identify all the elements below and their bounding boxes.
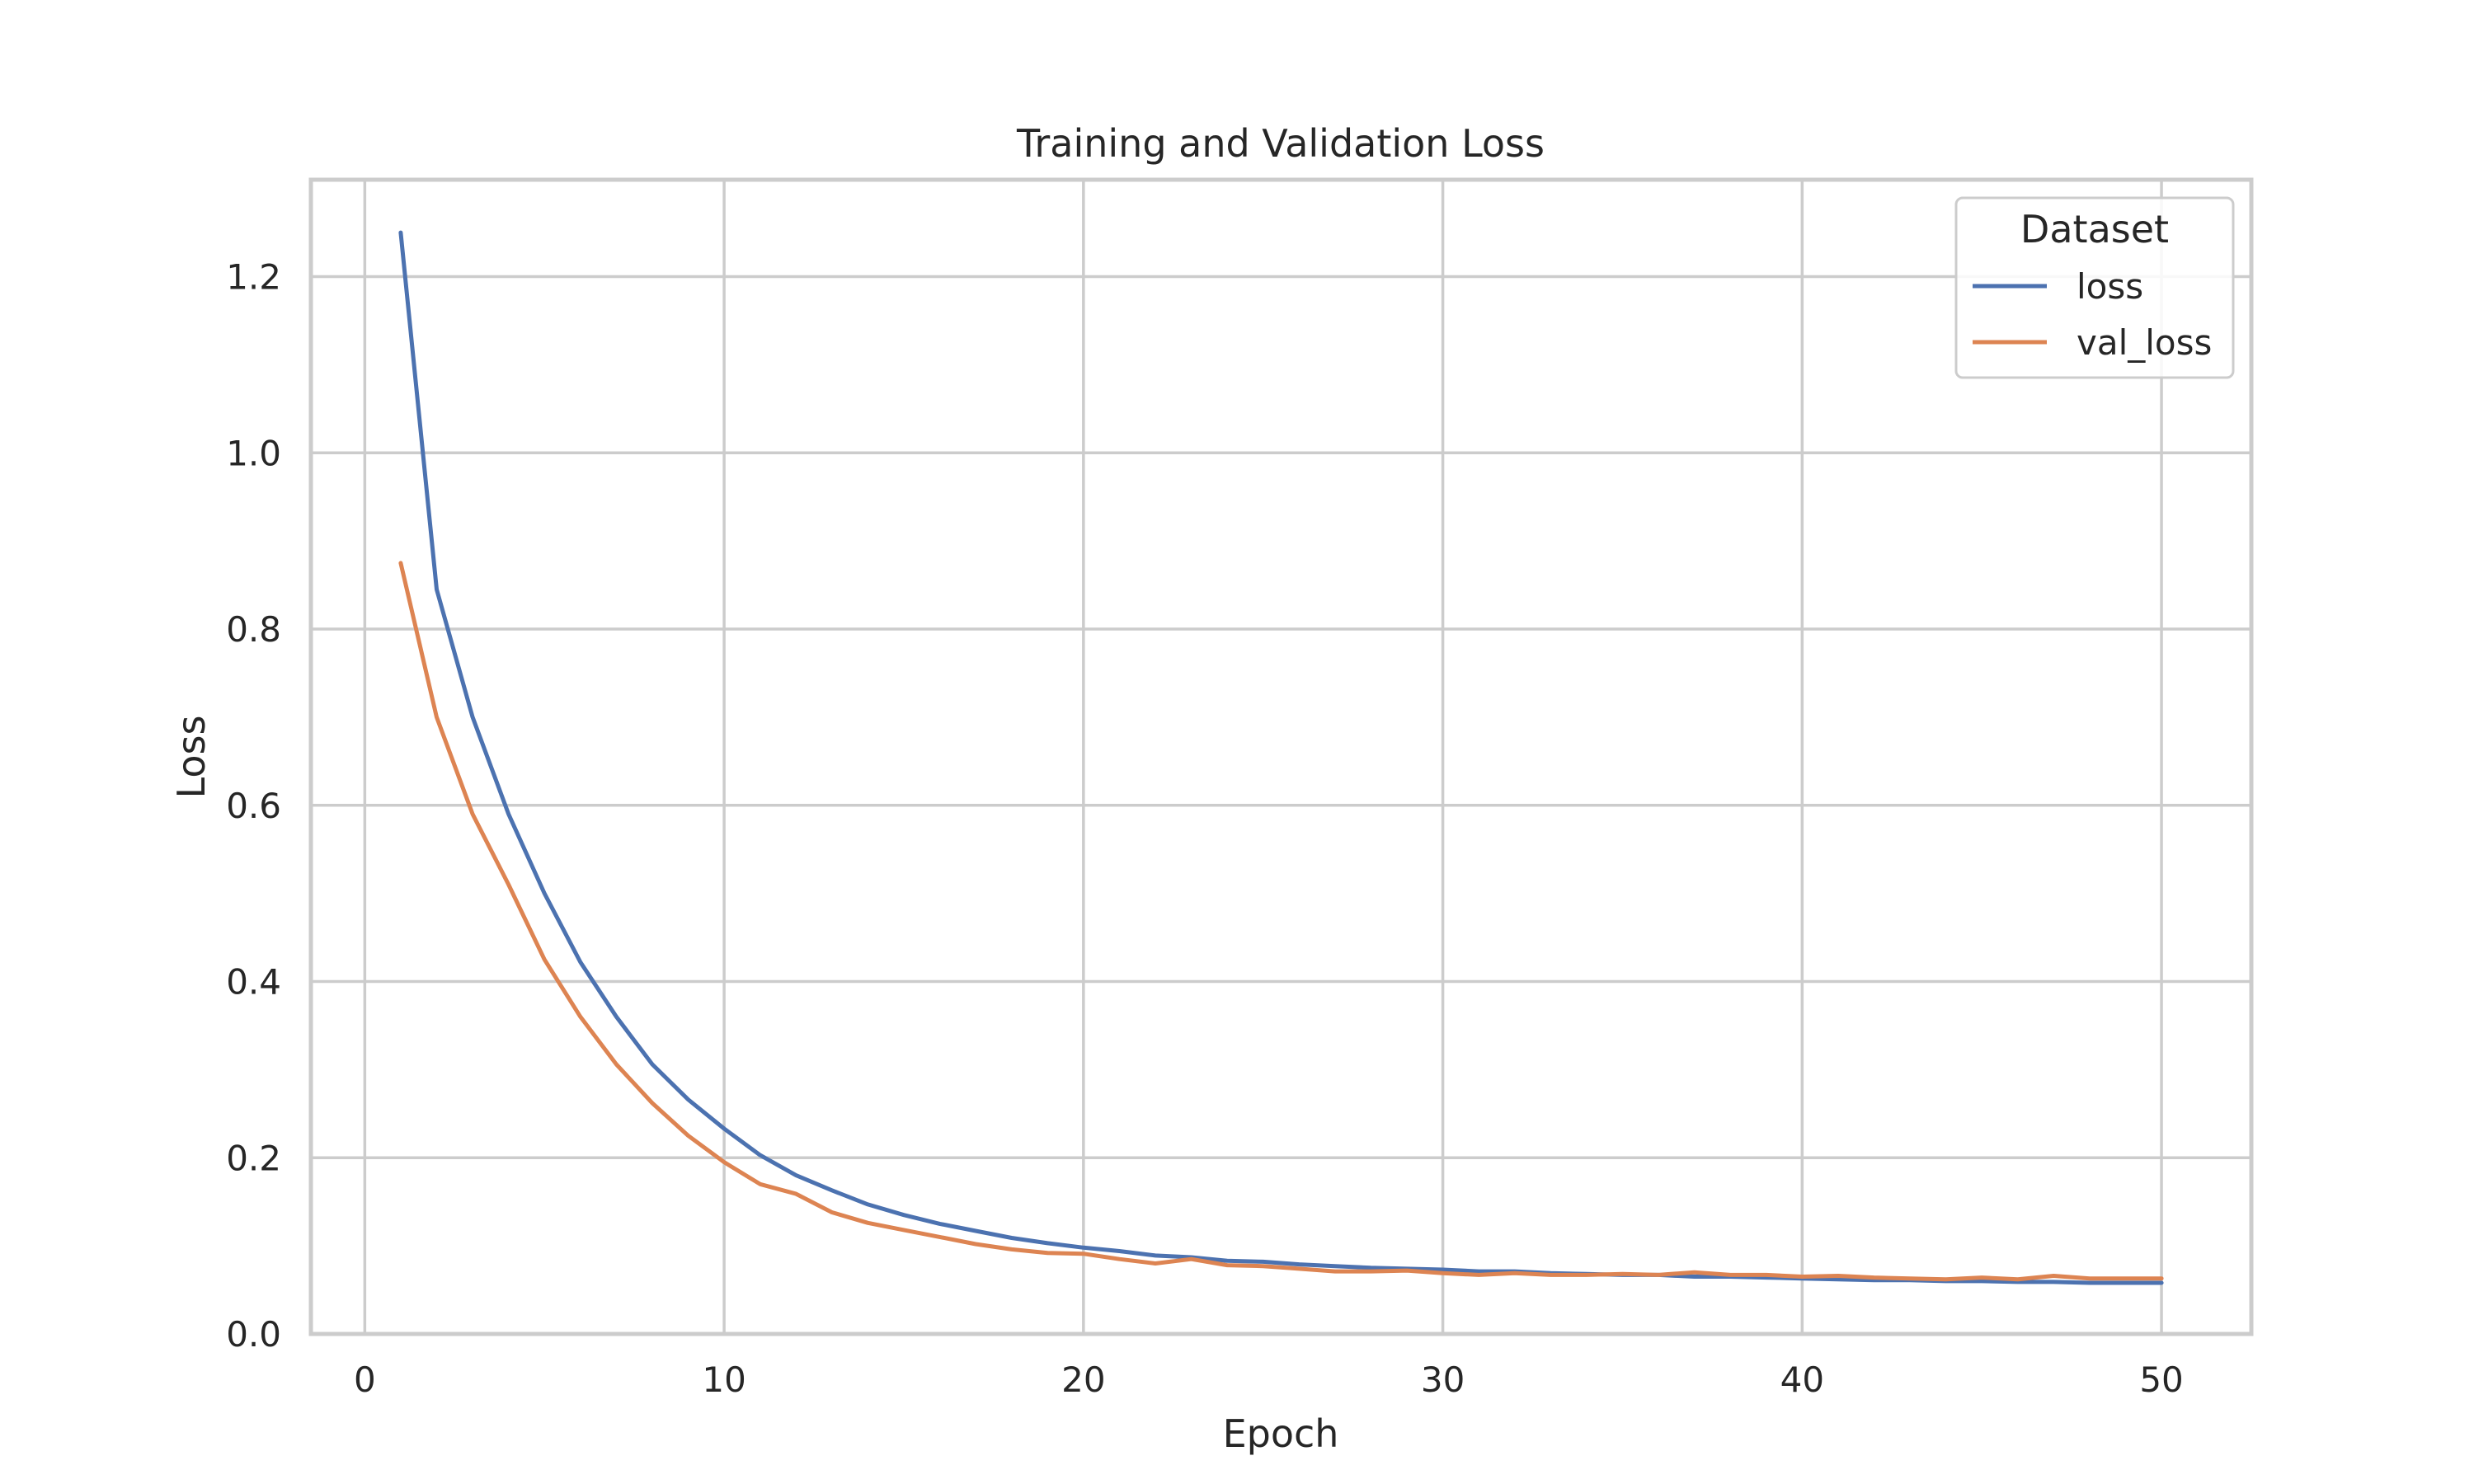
- y-tick-label: 1.0: [226, 433, 281, 473]
- y-tick-label: 0.6: [226, 786, 281, 826]
- x-tick-label: 0: [354, 1360, 376, 1400]
- legend-entries: loss val_loss: [1973, 266, 2212, 363]
- x-tick-label: 10: [702, 1360, 745, 1400]
- y-tick-label: 0.8: [226, 609, 281, 650]
- y-tick-labels: 0.0 0.2 0.4 0.6 0.8 1.0 1.2: [226, 257, 281, 1355]
- chart-title: Training and Validation Loss: [1016, 121, 1545, 166]
- y-axis-label: Loss: [169, 716, 214, 799]
- legend-label-val-loss: val_loss: [2077, 322, 2212, 363]
- x-tick-labels: 0 10 20 30 40 50: [354, 1360, 2184, 1400]
- x-tick-label: 30: [1421, 1360, 1465, 1400]
- x-axis-label: Epoch: [1223, 1411, 1339, 1456]
- legend-label-loss: loss: [2077, 266, 2143, 307]
- x-tick-label: 20: [1061, 1360, 1105, 1400]
- plot-frame: [308, 177, 2254, 1336]
- y-tick-label: 0.0: [226, 1314, 281, 1355]
- y-tick-label: 1.2: [226, 257, 281, 298]
- y-tick-label: 0.4: [226, 962, 281, 1003]
- legend-title: Dataset: [2020, 207, 2169, 251]
- series-line-loss: [398, 230, 2164, 1285]
- x-tick-label: 40: [1780, 1360, 1824, 1400]
- series-line-val-loss: [398, 561, 2164, 1282]
- legend: Dataset loss val_loss: [1954, 196, 2235, 379]
- x-tick-label: 50: [2139, 1360, 2183, 1400]
- legend-box: [1954, 196, 2235, 379]
- series-layer: [398, 230, 2164, 1285]
- y-tick-label: 0.2: [226, 1138, 281, 1178]
